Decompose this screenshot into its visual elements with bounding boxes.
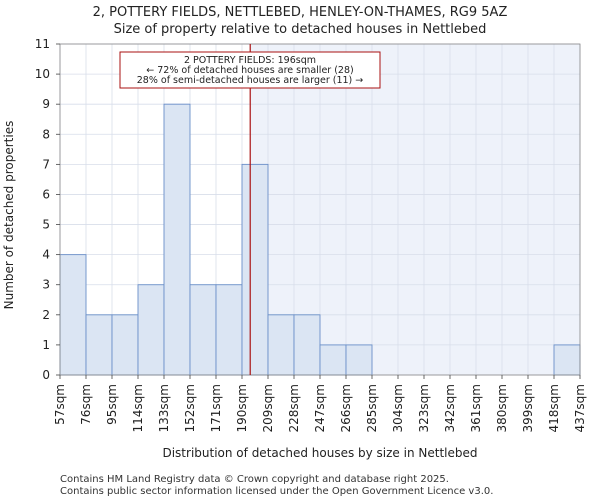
bar-152sqm [189,284,217,376]
y-axis-ticks: 0 1 2 3 4 5 6 7 8 9 10 11 [35,37,60,382]
x-tick-label: 266sqm [339,384,353,432]
y-tick-label: 0 [42,368,50,382]
annotation-line-3: 28% of semi-detached houses are larger (… [137,75,364,86]
x-tick-label: 361sqm [469,384,483,432]
chart-subtitle: Size of property relative to detached ho… [114,22,487,37]
y-tick-label: 1 [42,338,50,352]
bar-133sqm [163,103,191,376]
y-tick-label: 5 [42,218,50,232]
x-tick-label: 380sqm [495,384,509,432]
x-tick-label: 285sqm [365,384,379,432]
bar-57sqm [59,254,87,376]
bar-171sqm [215,284,243,376]
annotation-box: 2 POTTERY FIELDS: 196sqm ← 72% of detach… [119,51,381,89]
x-axis-ticks: 57sqm 76sqm 95sqm 114sqm 133sqm 152sqm 171sqm 1… [53,375,587,432]
x-tick-label: 76sqm [79,384,93,425]
annotation-line-2: ← 72% of detached houses are smaller (28… [146,65,353,76]
y-tick-label: 6 [42,187,50,201]
x-axis-label: Distribution of detached houses by size … [162,446,477,460]
bars-group [59,103,581,376]
x-tick-label: 437sqm [573,384,587,432]
annotation-line-1: 2 POTTERY FIELDS: 196sqm [184,55,316,66]
annotation-frame [119,51,381,89]
x-tick-label: 152sqm [183,384,197,432]
y-tick-label: 9 [42,97,50,111]
x-tick-label: 57sqm [53,384,67,425]
x-tick-label: 304sqm [391,384,405,432]
chart-title: 2, POTTERY FIELDS, NETTLEBED, HENLEY-ON-… [93,5,508,20]
x-tick-label: 114sqm [131,384,145,432]
y-tick-label: 4 [42,248,50,262]
y-tick-label: 3 [42,278,50,292]
x-tick-label: 209sqm [261,384,275,432]
y-axis-label: Number of detached properties [2,121,16,310]
bar-95sqm [111,314,139,376]
x-tick-label: 342sqm [443,384,457,432]
x-tick-label: 418sqm [547,384,561,432]
x-tick-label: 399sqm [521,384,535,432]
bar-247sqm [319,344,347,376]
x-tick-label: 171sqm [209,384,223,432]
bar-266sqm [345,344,373,376]
y-tick-label: 10 [35,67,50,81]
y-tick-label: 2 [42,308,50,322]
footer-line-2: Contains public sector information licen… [60,486,493,497]
x-tick-label: 95sqm [105,384,119,425]
x-tick-label: 323sqm [417,384,431,432]
x-tick-label: 247sqm [313,384,327,432]
y-tick-label: 8 [42,127,50,141]
y-tick-label: 7 [42,157,50,171]
y-tick-label: 11 [35,37,50,51]
x-tick-label: 228sqm [287,384,301,432]
bar-190sqm [241,163,269,376]
footer-line-1: Contains HM Land Registry data © Crown c… [60,474,449,485]
x-tick-label: 133sqm [157,384,171,432]
bar-209sqm [267,314,295,376]
bar-418sqm [553,344,581,376]
bar-228sqm [293,314,321,376]
bar-76sqm [85,314,113,376]
bar-114sqm [137,284,165,376]
x-tick-label: 190sqm [235,384,249,432]
